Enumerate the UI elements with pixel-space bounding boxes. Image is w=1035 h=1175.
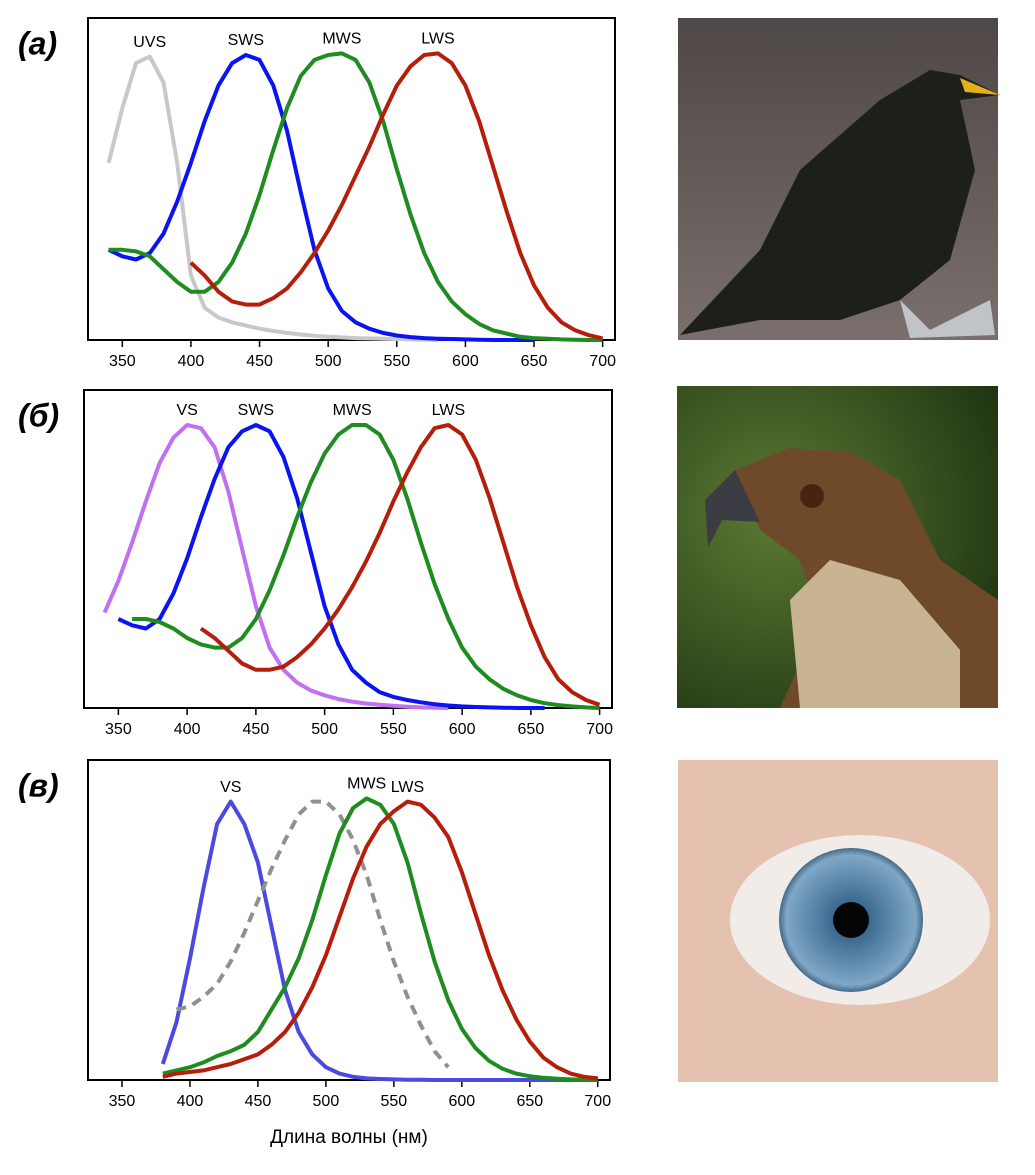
photo-eye	[678, 760, 998, 1082]
x-tick-label: 600	[452, 353, 479, 370]
spectrum-line	[162, 796, 598, 1082]
x-tick-label: 450	[245, 1093, 272, 1110]
series-label: VS	[176, 402, 197, 419]
series-label: UVS	[133, 34, 166, 51]
x-tick-label: 550	[383, 353, 410, 370]
spectrum-line	[106, 54, 439, 342]
plot-frame	[87, 17, 616, 341]
panel-label: (а)	[18, 25, 57, 61]
spectrum-line	[162, 799, 599, 1081]
x-tick-label: 550	[380, 721, 407, 738]
x-tick-label: 500	[311, 721, 338, 738]
series-label: LWS	[391, 779, 424, 796]
x-tick-label: 550	[381, 1093, 408, 1110]
x-tick-label: 700	[586, 721, 613, 738]
x-tick-label: 650	[521, 353, 548, 370]
x-tick-label: 400	[174, 721, 201, 738]
spectrum-line	[175, 799, 450, 1069]
photo-starling	[678, 18, 1000, 340]
series-label: MWS	[347, 776, 386, 793]
x-tick-label: 700	[584, 1093, 611, 1110]
series-label: VS	[220, 779, 241, 796]
x-tick-label: 450	[246, 353, 273, 370]
panel-label: (б)	[18, 397, 59, 433]
spectrum-line	[108, 51, 603, 342]
photo-hawk	[677, 386, 998, 708]
x-axis-label: Длина волны (нм)	[270, 1127, 428, 1148]
series-label: SWS	[238, 402, 274, 419]
spectrum-line	[107, 53, 534, 342]
x-tick-label: 450	[243, 721, 270, 738]
x-tick-label: 400	[178, 353, 205, 370]
panel-label: (в)	[18, 767, 59, 803]
series-label: LWS	[421, 31, 454, 48]
x-tick-label: 350	[109, 353, 136, 370]
x-tick-label: 600	[449, 721, 476, 738]
spectrum-line	[199, 423, 601, 707]
spectrum-line	[132, 423, 600, 710]
spectrum-line	[160, 799, 598, 1082]
x-tick-label: 350	[105, 721, 132, 738]
x-tick-label: 650	[516, 1093, 543, 1110]
x-tick-label: 350	[109, 1093, 136, 1110]
spectrum-line	[189, 51, 604, 341]
spectrum-line	[102, 423, 449, 710]
spectrum-line	[117, 423, 545, 710]
x-tick-label: 700	[589, 353, 616, 370]
series-label: MWS	[333, 402, 372, 419]
x-tick-label: 500	[315, 353, 342, 370]
plot-frame	[83, 389, 613, 709]
series-label: LWS	[432, 402, 465, 419]
x-tick-label: 650	[518, 721, 545, 738]
series-label: MWS	[322, 31, 361, 48]
plot-frame	[87, 759, 611, 1081]
x-tick-label: 400	[177, 1093, 204, 1110]
x-tick-label: 500	[313, 1093, 340, 1110]
x-tick-label: 600	[448, 1093, 475, 1110]
series-label: SWS	[228, 32, 264, 49]
